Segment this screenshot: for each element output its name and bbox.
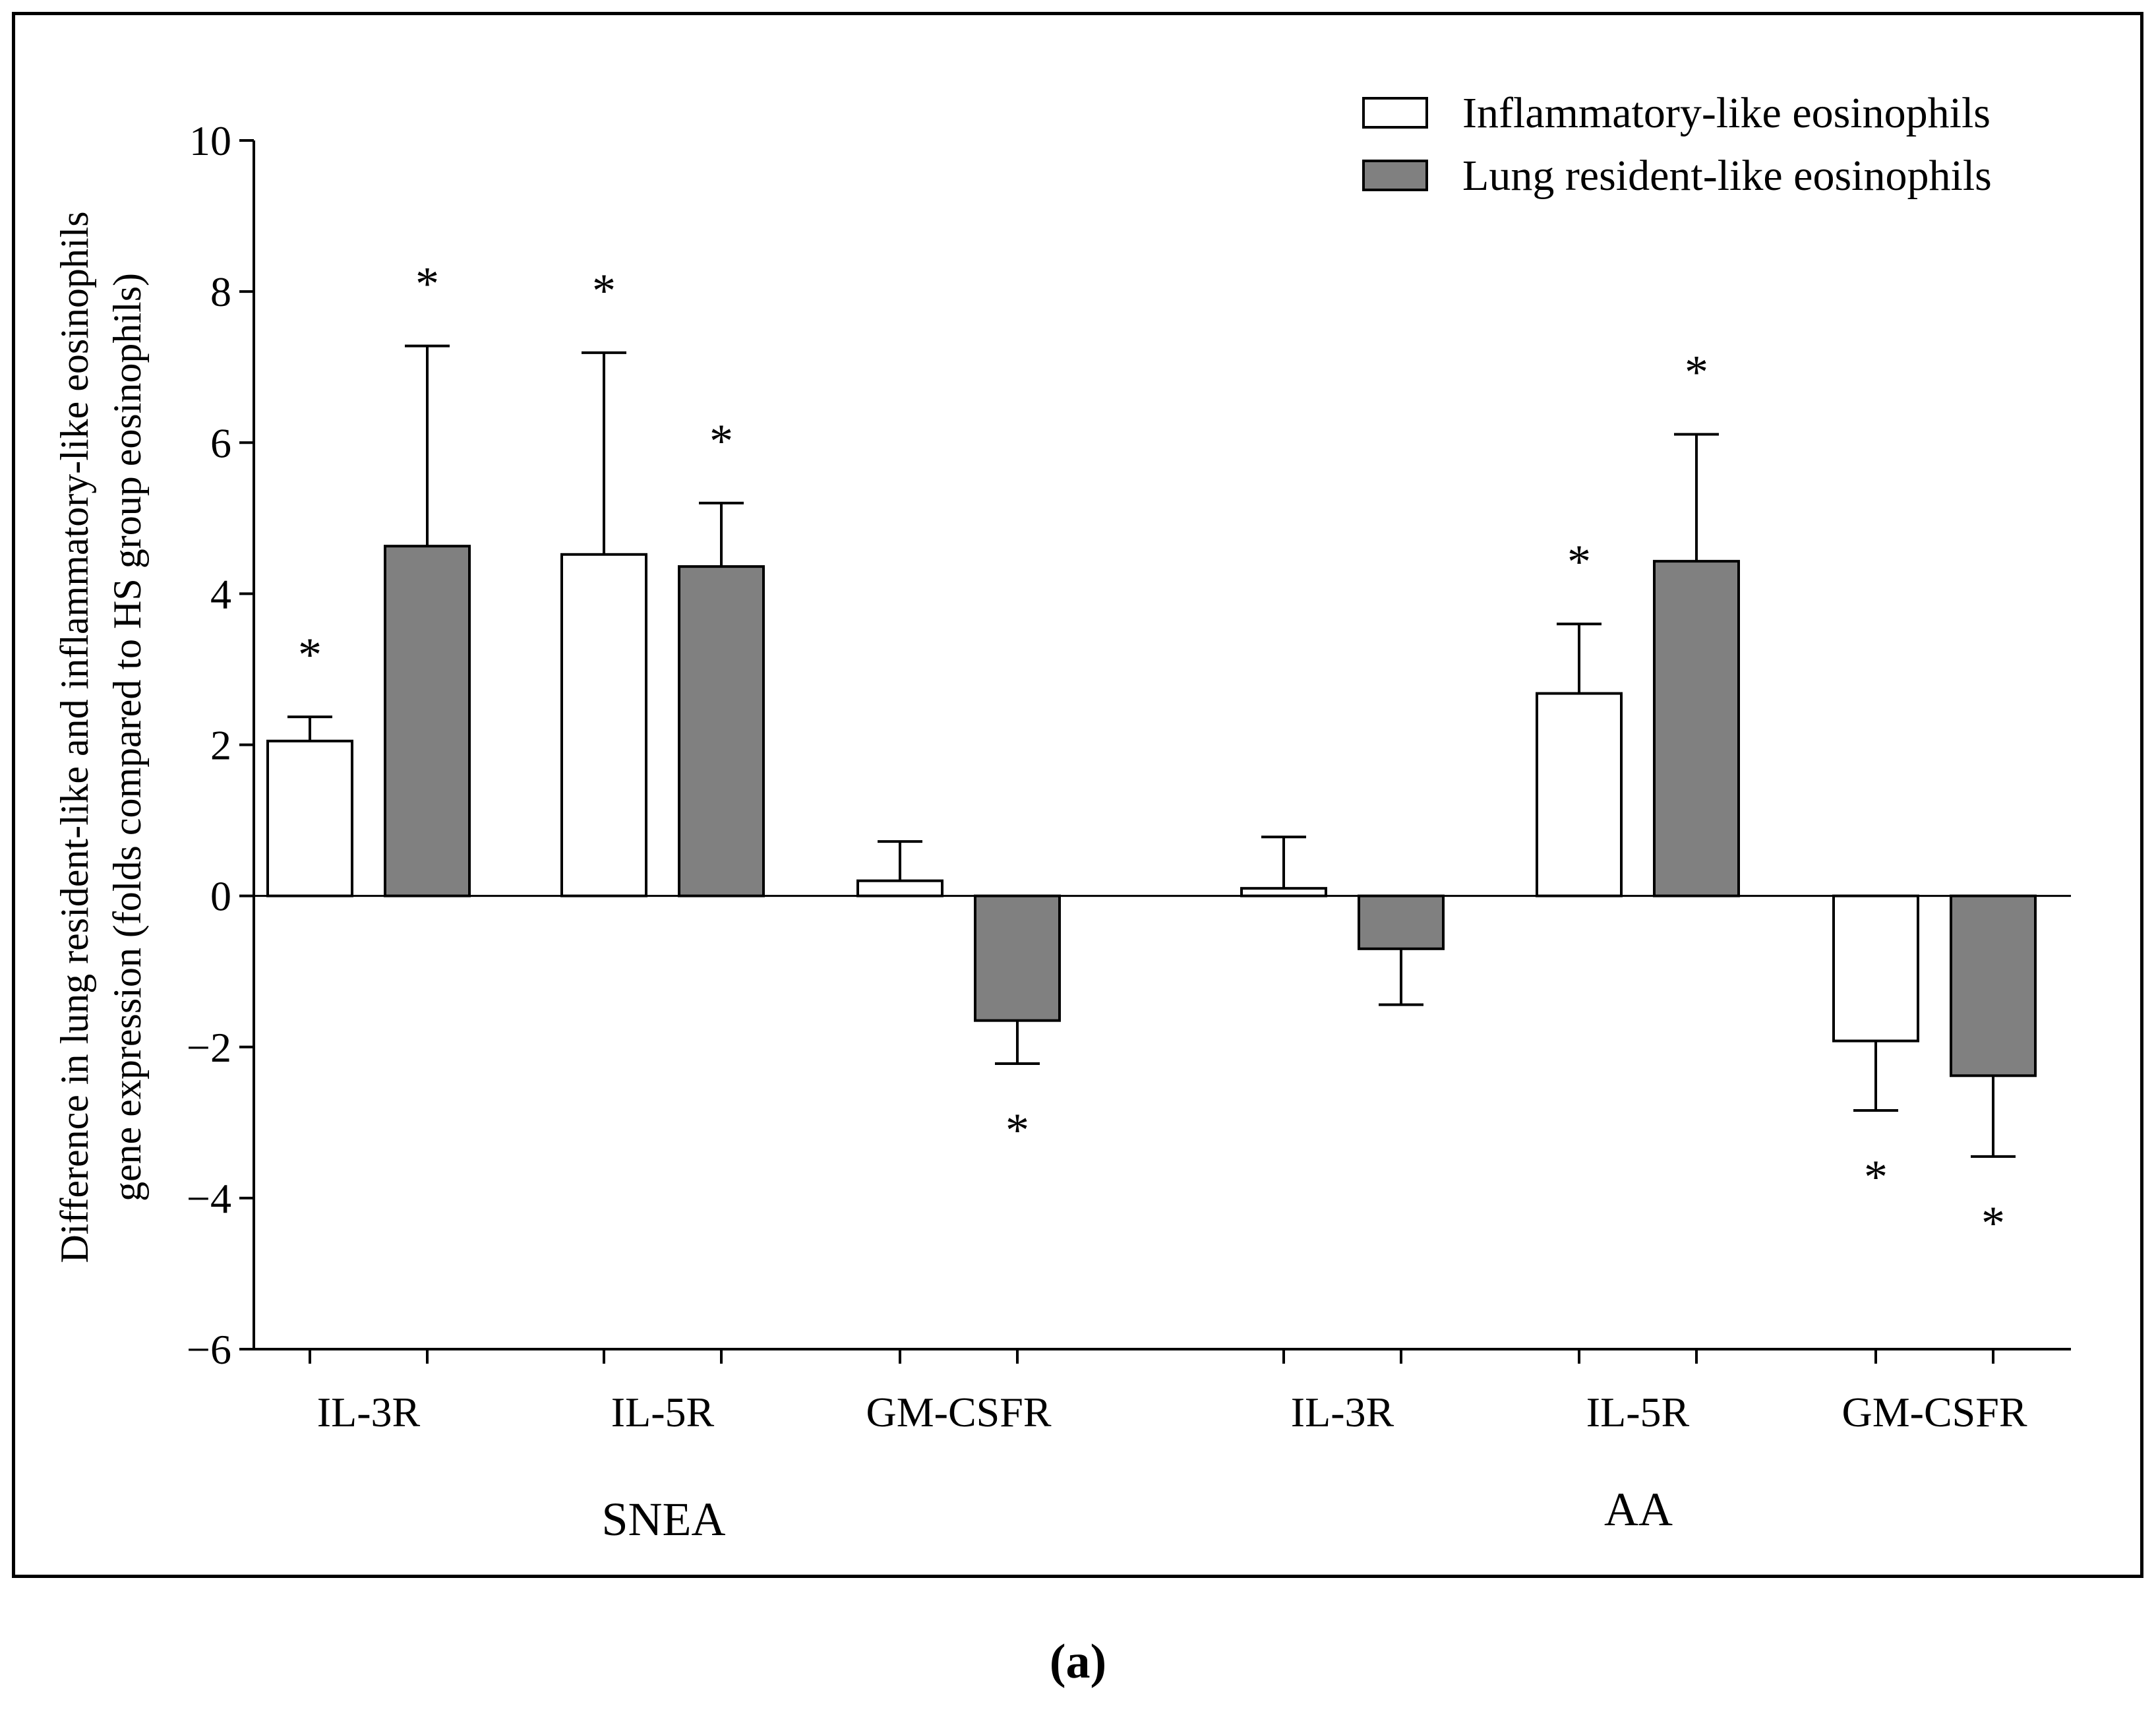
y-tick-label: 0 <box>210 873 231 920</box>
legend-swatch <box>1362 160 1428 191</box>
x-category-label: GM-CSFR <box>1842 1389 2027 1436</box>
x-category-label: IL-3R <box>317 1389 421 1436</box>
chart-frame: Difference in lung resident-like and inf… <box>12 12 2143 1578</box>
y-axis-title-line-1: Difference in lung resident-like and inf… <box>53 211 96 1263</box>
significance-star: * <box>415 258 439 311</box>
bar <box>856 879 943 897</box>
y-axis-ticks: 10 8 6 4 2 0 −2 −4 −6 <box>187 117 254 1373</box>
y-tick-label: −6 <box>187 1326 231 1373</box>
significance-star: * <box>592 264 616 317</box>
y-tick-label: 10 <box>189 117 231 164</box>
bar <box>1653 560 1740 897</box>
x-axis-labels: IL-3R IL-5R GM-CSFR IL-3R IL-5R GM-CSFR <box>317 1389 2027 1436</box>
y-tick-label: −4 <box>187 1175 231 1222</box>
significance-star: * <box>298 628 322 681</box>
bar <box>1832 894 1919 1043</box>
legend-label: Inflammatory-like eosinophils <box>1462 89 1991 137</box>
bar <box>974 894 1061 1022</box>
x-category-label: GM-CSFR <box>866 1389 1052 1436</box>
legend-label: Lung resident-like eosinophils <box>1462 152 1992 200</box>
bar <box>1950 894 2037 1077</box>
axes <box>253 140 2071 1364</box>
group-label: SNEA <box>601 1493 725 1546</box>
y-axis-title: Difference in lung resident-like and inf… <box>53 211 149 1263</box>
significance-star: * <box>1685 346 1708 399</box>
y-tick-label: −2 <box>187 1024 231 1071</box>
y-tick-label: 4 <box>210 570 231 617</box>
significance-star: * <box>1567 535 1591 588</box>
group-labels: SNEA AA <box>601 1483 1673 1546</box>
significance-star: * <box>1005 1104 1029 1157</box>
bar <box>560 553 647 897</box>
bar <box>678 565 765 897</box>
y-tick-label: 2 <box>210 722 231 769</box>
bars: * * * * * * * * * <box>266 258 2037 1250</box>
x-category-label: IL-5R <box>611 1389 715 1436</box>
significance-star: * <box>709 415 733 468</box>
y-tick-label: 8 <box>210 268 231 315</box>
y-axis-title-line-2: gene expression (folds compared to HS gr… <box>105 273 149 1201</box>
bar <box>1358 894 1445 950</box>
bar <box>1536 692 1623 897</box>
x-category-label: IL-3R <box>1291 1389 1394 1436</box>
bar-chart: Difference in lung resident-like and inf… <box>53 89 2071 1546</box>
legend-swatch <box>1362 97 1428 129</box>
legend: Inflammatory-like eosinophils Lung reside… <box>1362 89 1992 200</box>
x-category-label: IL-5R <box>1586 1389 1690 1436</box>
panel-label: (a) <box>1049 1635 1107 1689</box>
bar <box>266 739 353 897</box>
group-label: AA <box>1604 1483 1673 1536</box>
significance-star: * <box>1981 1197 2005 1250</box>
significance-star: * <box>1864 1151 1888 1203</box>
bar <box>1240 887 1327 897</box>
y-tick-label: 6 <box>210 419 231 466</box>
bar <box>384 545 471 897</box>
